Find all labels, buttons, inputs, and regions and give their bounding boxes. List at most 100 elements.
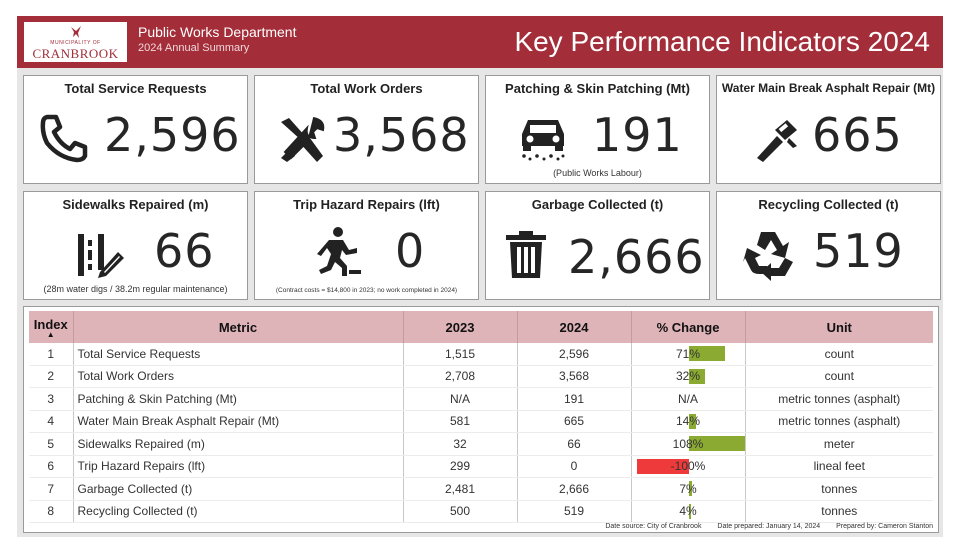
kpi-card-title: Total Work Orders <box>310 81 423 96</box>
kpi-card-title: Recycling Collected (t) <box>758 197 899 212</box>
kpi-card-title: Total Service Requests <box>64 81 207 96</box>
change-value: N/A <box>677 391 698 406</box>
bird-logo-icon <box>71 26 81 38</box>
change-value: 7% <box>679 481 697 496</box>
column-header-metric[interactable]: Metric <box>73 311 404 343</box>
prepared-by: Prepared by: Cameron Stanton <box>836 523 933 530</box>
cell-change: 14% <box>631 410 746 433</box>
cell-index: 7 <box>29 477 74 501</box>
kpi-card-title: Patching & Skin Patching (Mt) <box>505 81 690 96</box>
cell-unit: metric tonnes (asphalt) <box>745 410 933 433</box>
cell-unit: metric tonnes (asphalt) <box>745 387 933 411</box>
kpi-card-value: 0 <box>395 224 426 278</box>
kpi-card-title: Sidewalks Repaired (m) <box>62 197 209 212</box>
column-header-2023[interactable]: 2023 <box>403 311 518 343</box>
cell-2023: N/A <box>403 387 518 411</box>
cell-metric: Trip Hazard Repairs (lft) <box>73 455 404 478</box>
cell-unit: tonnes <box>745 500 933 523</box>
column-header-index[interactable]: Index ▲ <box>29 311 74 343</box>
table-row[interactable]: 1 Total Service Requests 1,515 2,596 71% coun… <box>29 343 933 366</box>
table-row[interactable]: 4 Water Main Break Asphalt Repair (Mt) 581… <box>29 410 933 433</box>
cell-change: 32% <box>631 365 746 388</box>
kpi-card-value: 66 <box>154 224 215 278</box>
cell-metric: Patching & Skin Patching (Mt) <box>73 387 404 411</box>
cell-index: 2 <box>29 365 74 388</box>
cell-index: 3 <box>29 387 74 411</box>
table-row[interactable]: 6 Trip Hazard Repairs (lft) 299 0 -100% linea… <box>29 455 933 478</box>
kpi-card-title: Water Main Break Asphalt Repair (Mt) <box>721 81 936 95</box>
cell-2024: 519 <box>517 500 632 523</box>
change-value: -100% <box>670 459 706 474</box>
kpi-card-trip-hazard: Trip Hazard Repairs (lft) 0 (Contract co… <box>254 191 479 300</box>
cell-index: 5 <box>29 432 74 456</box>
logo: MUNICIPALITY OF CRANBROOK <box>24 22 127 62</box>
table-row[interactable]: 5 Sidewalks Repaired (m) 32 66 108% meter <box>29 432 933 456</box>
table-row[interactable]: 8 Recycling Collected (t) 500 519 4% tonnes <box>29 500 933 523</box>
kpi-card-title: Trip Hazard Repairs (lft) <box>293 197 440 212</box>
cell-change: -100% <box>631 455 746 478</box>
cell-change: 4% <box>631 500 746 523</box>
cell-2023: 2,708 <box>403 365 518 388</box>
change-bar <box>688 481 693 496</box>
kpi-card-value: 2,596 <box>104 108 241 162</box>
kpi-card-value: 191 <box>592 108 683 162</box>
kpi-card-patching: Patching & Skin Patching (Mt) 191 (Publi… <box>485 75 710 184</box>
cell-index: 8 <box>29 500 74 523</box>
cell-metric: Water Main Break Asphalt Repair (Mt) <box>73 410 404 433</box>
cell-index: 6 <box>29 455 74 478</box>
kpi-card-garbage: Garbage Collected (t) 2,666 <box>485 191 710 300</box>
table-row[interactable]: 2 Total Work Orders 2,708 3,568 32% count <box>29 365 933 388</box>
cell-metric: Total Service Requests <box>73 343 404 366</box>
change-value: 4% <box>679 504 697 519</box>
report-subtitle: 2024 Annual Summary <box>138 42 250 54</box>
cell-change: 108% <box>631 432 746 456</box>
change-bar <box>688 413 696 429</box>
department-name: Public Works Department <box>138 24 297 40</box>
cell-2023: 2,481 <box>403 477 518 501</box>
change-bar <box>688 436 745 451</box>
column-header-2024[interactable]: 2024 <box>517 311 632 343</box>
kpi-card-sidewalks: Sidewalks Repaired (m) 66 (28m water dig… <box>23 191 248 300</box>
kpi-card-note: (Public Works Labour) <box>553 168 642 178</box>
cell-change: 7% <box>631 477 746 501</box>
change-bar <box>636 458 689 474</box>
logo-tagline: MUNICIPALITY OF <box>50 40 101 46</box>
trash-icon <box>506 231 546 278</box>
change-bar <box>688 503 691 519</box>
cell-change: N/A <box>631 387 746 411</box>
cell-metric: Recycling Collected (t) <box>73 500 404 523</box>
kpi-card-value: 3,568 <box>333 108 470 162</box>
header-bar <box>17 16 943 68</box>
cell-unit: count <box>745 343 933 366</box>
cell-2024: 2,666 <box>517 477 632 501</box>
ruler-pencil-icon <box>78 234 124 278</box>
logo-name: CRANBROOK <box>32 46 119 61</box>
car-icon <box>522 120 565 161</box>
tripping-person-icon <box>317 227 361 276</box>
cell-2024: 665 <box>517 410 632 433</box>
change-value: 32% <box>675 369 701 384</box>
table-row[interactable]: 3 Patching & Skin Patching (Mt) N/A 191 N/A m… <box>29 387 933 411</box>
change-value: 14% <box>675 414 701 429</box>
cell-unit: meter <box>745 432 933 456</box>
sort-ascending-icon[interactable]: ▲ <box>46 329 55 339</box>
kpi-card-value: 2,666 <box>568 230 705 284</box>
cell-index: 1 <box>29 343 74 366</box>
pipe-wrench-icon <box>757 120 797 162</box>
column-header-change[interactable]: % Change <box>631 311 746 343</box>
cell-unit: lineal feet <box>745 455 933 478</box>
tools-icon <box>281 117 325 162</box>
cell-metric: Total Work Orders <box>73 365 404 388</box>
table-header-row: Index ▲ Metric 2023 2024 % Change Unit <box>29 311 933 343</box>
kpi-card-title: Garbage Collected (t) <box>531 197 664 212</box>
kpi-card-service-requests: Total Service Requests 2,596 <box>23 75 248 184</box>
change-value: 71% <box>675 346 701 361</box>
footer: Date source: City of Cranbrook Date prep… <box>591 523 933 530</box>
data-source: Date source: City of Cranbrook <box>605 523 702 530</box>
kpi-card-water-main: Water Main Break Asphalt Repair (Mt) 665 <box>716 75 941 184</box>
table-row[interactable]: 7 Garbage Collected (t) 2,481 2,666 7% tonnes <box>29 477 933 501</box>
change-bar <box>688 346 726 361</box>
cell-2023: 299 <box>403 455 518 478</box>
cell-unit: count <box>745 365 933 388</box>
column-header-unit[interactable]: Unit <box>745 311 933 343</box>
